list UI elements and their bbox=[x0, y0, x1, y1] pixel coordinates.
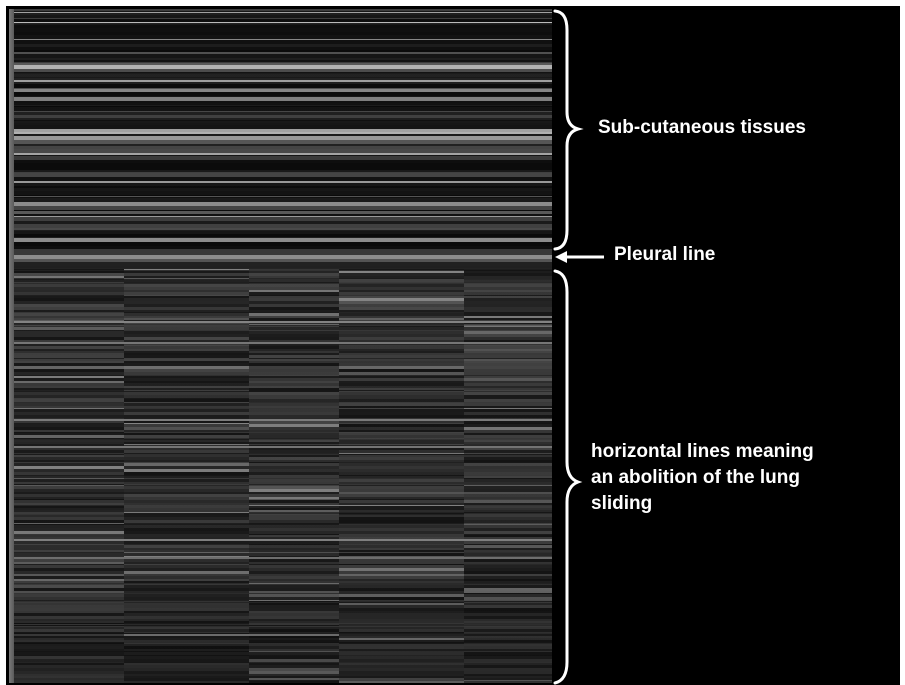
label-line-1: horizontal lines meaning bbox=[591, 441, 814, 462]
pleural-arrow-head bbox=[555, 251, 567, 263]
label-line-3: sliding bbox=[591, 493, 653, 514]
abolition-lung-sliding-label: horizontal lines meaning an abolition of… bbox=[591, 439, 814, 517]
pleural-line-label: Pleural line bbox=[614, 244, 716, 265]
subcutaneous-tissues-label: Sub-cutaneous tissues bbox=[598, 117, 806, 138]
m-mode-ultrasound-image bbox=[9, 9, 552, 683]
brace-lung bbox=[553, 269, 583, 685]
brace-subcutaneous bbox=[553, 9, 584, 251]
label-line-2: an abolition of the lung bbox=[591, 467, 800, 488]
